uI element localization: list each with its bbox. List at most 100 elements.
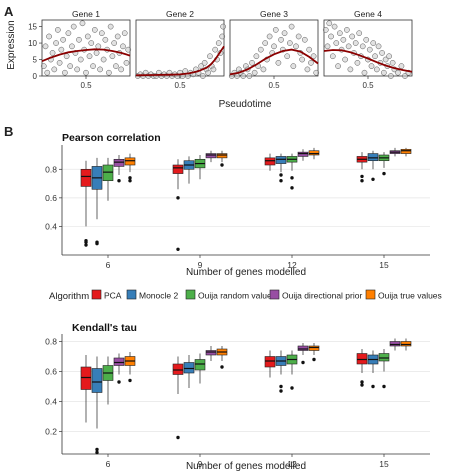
data-point: [215, 40, 222, 46]
outlier-point: [279, 179, 283, 183]
data-point: [93, 50, 100, 56]
data-point: [313, 69, 320, 76]
data-point: [402, 73, 408, 79]
box: [102, 164, 114, 182]
box: [91, 368, 103, 393]
data-point: [306, 46, 313, 53]
outlier-point: [128, 179, 132, 183]
data-point: [88, 40, 95, 46]
data-point: [253, 53, 260, 60]
data-point: [86, 53, 93, 60]
data-point: [262, 40, 269, 46]
data-point: [295, 33, 302, 40]
data-point: [299, 56, 306, 63]
y-tick-label: 0.8: [45, 164, 57, 174]
data-point: [260, 66, 267, 73]
x-tick-label: 0.5: [362, 81, 374, 90]
box: [297, 345, 309, 351]
box: [378, 353, 390, 362]
data-point: [372, 53, 378, 60]
x-tick-label: 6: [106, 459, 111, 469]
outlier-point: [360, 380, 364, 384]
outlier-point: [95, 241, 99, 246]
box: [356, 353, 368, 365]
y-tick-label: 5: [33, 56, 38, 65]
data-point: [284, 53, 291, 60]
outlier-point: [360, 174, 364, 179]
data-point: [91, 27, 98, 33]
outlier-point: [290, 176, 294, 180]
x-tick-label: 6: [106, 260, 111, 270]
data-point: [97, 66, 103, 73]
data-point: [266, 33, 273, 40]
data-point: [335, 63, 341, 69]
box: [172, 363, 184, 375]
panel-label-b: B: [4, 124, 13, 139]
data-point: [83, 69, 89, 76]
x-tick-label: 0.5: [80, 81, 92, 90]
data-point: [219, 33, 226, 40]
facet-title: Gene 4: [354, 9, 382, 19]
box: [308, 150, 320, 156]
data-point: [67, 63, 74, 69]
x-tick-label: 15: [379, 260, 389, 270]
pearson-correlation-plot: 0.4 0.6 0.8 6 9 12 15: [45, 145, 430, 270]
outlier-point: [290, 386, 294, 390]
data-point: [386, 53, 392, 60]
data-point: [74, 66, 81, 73]
y-tick-label: 0: [33, 72, 38, 81]
data-point: [109, 53, 116, 60]
data-point: [310, 53, 317, 60]
data-point: [342, 56, 348, 63]
outlier-point: [220, 365, 224, 369]
data-point: [54, 27, 61, 33]
box: [194, 359, 206, 371]
data-point: [46, 33, 52, 40]
outlier-point: [360, 179, 364, 183]
data-point: [375, 43, 382, 50]
data-point: [366, 46, 373, 53]
data-point: [380, 69, 387, 76]
algorithm-legend: Algorithm PCA Monocle 2 Ouija random value…: [49, 289, 442, 302]
data-point: [200, 73, 206, 79]
x-tick-label: 0.5: [174, 81, 186, 90]
outlier-point: [371, 177, 375, 181]
data-point: [53, 40, 59, 46]
box: [297, 151, 309, 157]
outlier-point: [176, 247, 180, 251]
data-point: [60, 36, 66, 43]
x-tick-label: 0.5: [268, 81, 280, 90]
data-point: [76, 36, 82, 43]
x-tick-label: 15: [379, 459, 389, 469]
data-point: [336, 30, 343, 37]
data-point: [257, 46, 264, 53]
data-point: [356, 30, 363, 37]
data-point: [240, 73, 247, 79]
data-point: [349, 33, 356, 40]
data-point: [359, 43, 366, 50]
data-point: [113, 63, 119, 69]
data-point: [352, 40, 359, 46]
data-point: [322, 27, 329, 33]
data-point: [56, 59, 63, 66]
outlier-point: [290, 186, 294, 190]
data-point: [44, 69, 51, 76]
y-tick-label: 0.4: [45, 221, 57, 231]
outlier-point: [360, 383, 364, 387]
panel-label-a: A: [4, 4, 14, 19]
data-point: [98, 30, 105, 37]
box: [389, 341, 401, 347]
y-tick-label: 15: [28, 23, 37, 32]
data-point: [328, 33, 334, 40]
outlier-point: [371, 384, 375, 389]
data-point: [246, 73, 253, 79]
outlier-point: [176, 196, 180, 200]
trend-curve: [135, 45, 225, 77]
box: [264, 157, 276, 166]
x-tick-label: 12: [287, 459, 297, 469]
data-point: [354, 59, 361, 66]
data-point: [368, 63, 375, 69]
data-point: [288, 23, 295, 30]
box: [400, 341, 412, 347]
data-point: [40, 63, 47, 69]
